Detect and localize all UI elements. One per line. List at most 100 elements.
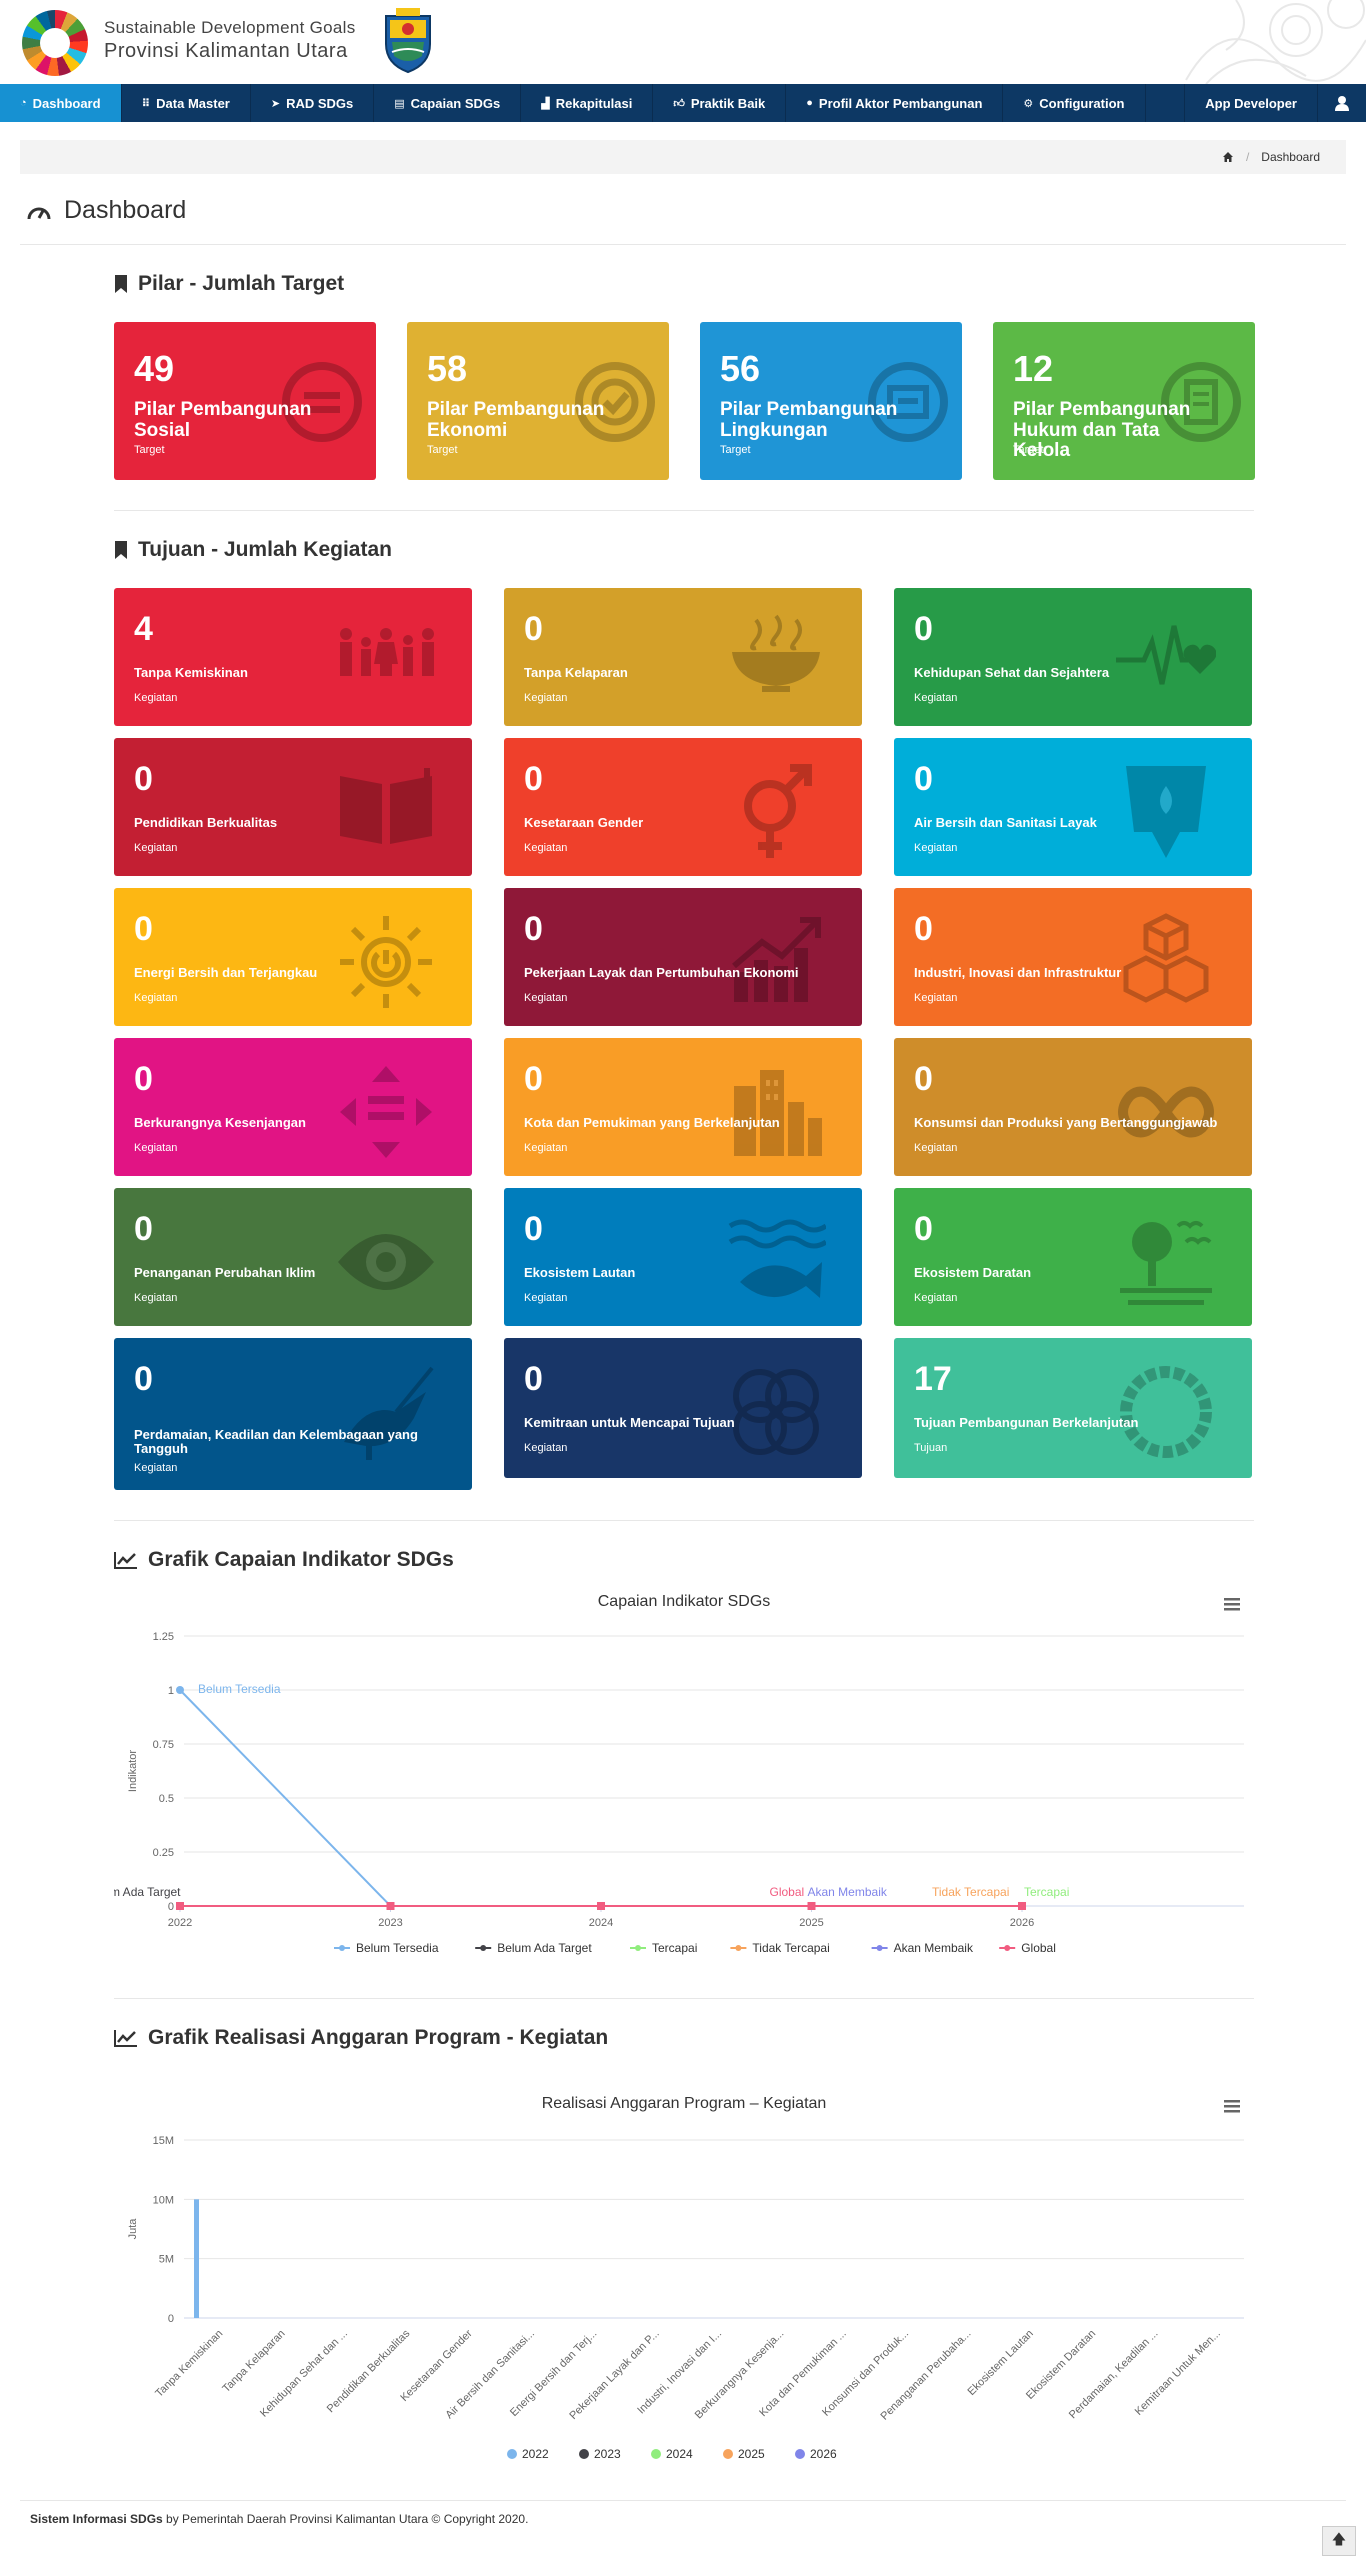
legend-marker — [579, 2449, 589, 2459]
tujuan-card[interactable]: 17 Tujuan Pembangunan Berkelanjutan Tujuan — [894, 1338, 1252, 1478]
legend-item: Belum Ada Target — [497, 1941, 592, 1955]
tujuan-card[interactable]: 0 Penanganan Perubahan Iklim Kegiatan — [114, 1188, 472, 1326]
home-icon[interactable] — [1222, 151, 1234, 163]
data-label: Belum Tersedia — [198, 1682, 281, 1696]
nav-data-master[interactable]: ⠿ Data Master — [122, 84, 251, 122]
footer-app-name[interactable]: Sistem Informasi SDGs — [30, 2512, 163, 2526]
card-value: 17 — [914, 1360, 952, 1398]
gauge-icon — [27, 207, 51, 219]
nav-capaian-sdgs[interactable]: ▤ Capaian SDGs — [374, 84, 522, 122]
data-label: Tercapai — [1024, 1885, 1069, 1899]
nav-rekapitulasi[interactable]: ▟ Rekapitulasi — [521, 84, 654, 122]
tujuan-card[interactable]: 0 Konsumsi dan Produksi yang Bertanggungj… — [894, 1038, 1252, 1176]
legend-item: 2026 — [810, 2447, 837, 2461]
tujuan-card[interactable]: 0 Perdamaian, Keadilan dan Kelembagaan ya… — [114, 1338, 472, 1490]
nav-app-developer[interactable]: App Developer — [1184, 84, 1318, 122]
infinity-icon — [1116, 1062, 1216, 1167]
bookmark-icon — [115, 275, 127, 293]
divider — [114, 510, 1254, 511]
menu-bar — [1224, 1608, 1240, 1611]
tujuan-card[interactable]: 0 Kesetaraan Gender Kegiatan — [504, 738, 862, 876]
main-navbar: ◔ Dashboard ⠿ Data Master ➤ RAD SDGs ▤ Capai… — [0, 84, 1366, 122]
nav-rad-sdgs[interactable]: ➤ RAD SDGs — [251, 84, 375, 122]
sdg-logo[interactable] — [22, 10, 88, 76]
heartbeat-icon — [1116, 612, 1217, 717]
tujuan-card[interactable]: 0 Kota dan Pemukiman yang Berkelanjutan Ke… — [504, 1038, 862, 1176]
data-point — [597, 1902, 605, 1910]
nav-dashboard[interactable]: ◔ Dashboard — [0, 84, 122, 122]
tujuan-card[interactable]: 0 Pekerjaan Layak dan Pertumbuhan Ekonomi… — [504, 888, 862, 1026]
x-tick-label: 2025 — [799, 1917, 823, 1929]
data-point — [807, 1902, 816, 1910]
growth-chart-icon — [726, 912, 826, 1017]
tujuan-card[interactable]: 0 Tanpa Kelaparan Kegiatan — [504, 588, 862, 726]
tujuan-card[interactable]: 0 Kemitraan untuk Mencapai Tujuan Kegiatan — [504, 1338, 862, 1478]
water-icon — [1116, 762, 1216, 867]
pilar-card[interactable]: 58 Pilar Pembangunan Ekonomi Target — [407, 322, 669, 480]
card-sub: Kegiatan — [524, 992, 568, 1004]
y-tick-label: 0 — [168, 2313, 174, 2325]
tujuan-card[interactable]: 0 Pendidikan Berkualitas Kegiatan — [114, 738, 472, 876]
card-label: Kemitraan untuk Mencapai Tujuan — [524, 1415, 735, 1430]
tujuan-card[interactable]: 0 Energi Bersih dan Terjangkau Kegiatan — [114, 888, 472, 1026]
legend-item: Tercapai — [652, 1941, 697, 1955]
card-sub: Kegiatan — [134, 692, 178, 704]
pilar-card[interactable]: 12 Pilar Pembangunan Hukum dan Tata Kelol… — [993, 322, 1255, 480]
card-sub: Target — [427, 444, 458, 456]
user-menu-button[interactable] — [1318, 84, 1366, 122]
bowl-icon — [726, 612, 826, 717]
tujuan-card[interactable]: 0 Ekosistem Daratan Kegiatan — [894, 1188, 1252, 1326]
card-value: 0 — [134, 760, 153, 798]
site-header: Sustainable Development Goals Provinsi K… — [0, 0, 1366, 84]
card-value: 0 — [914, 760, 933, 798]
section-title: Grafik Realisasi Anggaran Program - Kegi… — [148, 2026, 609, 2049]
tujuan-card[interactable]: 0 Industri, Inovasi dan Infrastruktur Kegi… — [894, 888, 1252, 1026]
sdg-wheel-icon — [1116, 1362, 1216, 1467]
card-sub: Kegiatan — [524, 1142, 568, 1154]
legend-marker — [876, 1945, 883, 1951]
y-tick-label: 1.25 — [153, 1631, 174, 1643]
y-tick-label: 15M — [153, 2135, 174, 2147]
legend-marker — [339, 1945, 345, 1951]
nav-label: Praktik Baik — [690, 95, 766, 111]
tujuan-card[interactable]: 0 Berkurangnya Kesenjangan Kegiatan — [114, 1038, 472, 1176]
card-label: Konsumsi dan Produksi yang Bertanggungja… — [914, 1115, 1218, 1130]
tujuan-card[interactable]: 0 Ekosistem Lautan Kegiatan — [504, 1188, 862, 1326]
y-axis-label: Juta — [127, 2218, 139, 2240]
data-point — [1018, 1902, 1026, 1910]
legend-marker — [507, 2449, 517, 2459]
tujuan-card[interactable]: 0 Kehidupan Sehat dan Sejahtera Kegiatan — [894, 588, 1252, 726]
nav-configuration[interactable]: ⚙ Configuration — [1003, 84, 1146, 122]
card-value: 0 — [134, 910, 153, 948]
scroll-to-top-button[interactable]: 🡅 — [1322, 2526, 1356, 2556]
tujuan-card[interactable]: 0 Air Bersih dan Sanitasi Layak Kegiatan — [894, 738, 1252, 876]
chart-menu-icon[interactable] — [1224, 1598, 1240, 1611]
card-label: Energi Bersih dan Terjangkau — [134, 965, 318, 980]
card-value: 0 — [134, 1060, 153, 1098]
tujuan-card[interactable]: 4 Tanpa Kemiskinan Kegiatan — [114, 588, 472, 726]
card-label: Pilar Pembangunan Sosial — [134, 399, 312, 441]
card-value: 0 — [524, 1210, 543, 1248]
y-tick-label: 10M — [153, 2194, 174, 2206]
data-point — [176, 1902, 184, 1910]
nav-profil-aktor[interactable]: ● Profil Aktor Pembangunan — [786, 84, 1004, 122]
pilar-card[interactable]: 49 Pilar Pembangunan Sosial Target — [114, 322, 376, 480]
legend-marker — [723, 2449, 733, 2459]
user-icon: ● — [806, 97, 813, 109]
nav-label: App Developer — [1205, 95, 1297, 111]
footer: Sistem Informasi SDGs by Pemerintah Daer… — [30, 2512, 528, 2526]
gear-icon: ⚙ — [1023, 97, 1034, 110]
legend-item: Global — [1021, 1941, 1056, 1955]
menu-bar — [1224, 1598, 1240, 1601]
bar — [194, 2199, 199, 2318]
cubes-icon — [1116, 912, 1216, 1017]
card-value: 0 — [914, 1210, 933, 1248]
chart-menu-icon[interactable] — [1224, 2100, 1240, 2113]
card-sub: Target — [720, 444, 751, 456]
pilar-card[interactable]: 56 Pilar Pembangunan Lingkungan Target — [700, 322, 962, 480]
brand: Sustainable Development Goals Provinsi K… — [104, 18, 356, 63]
chart2-heading: Grafik Realisasi Anggaran Program - Kegi… — [114, 2026, 608, 2050]
nav-praktik-baik[interactable]: 👍︎ Praktik Baik — [653, 84, 787, 122]
legend-item: 2024 — [666, 2447, 693, 2461]
menu-bar — [1224, 2100, 1240, 2103]
